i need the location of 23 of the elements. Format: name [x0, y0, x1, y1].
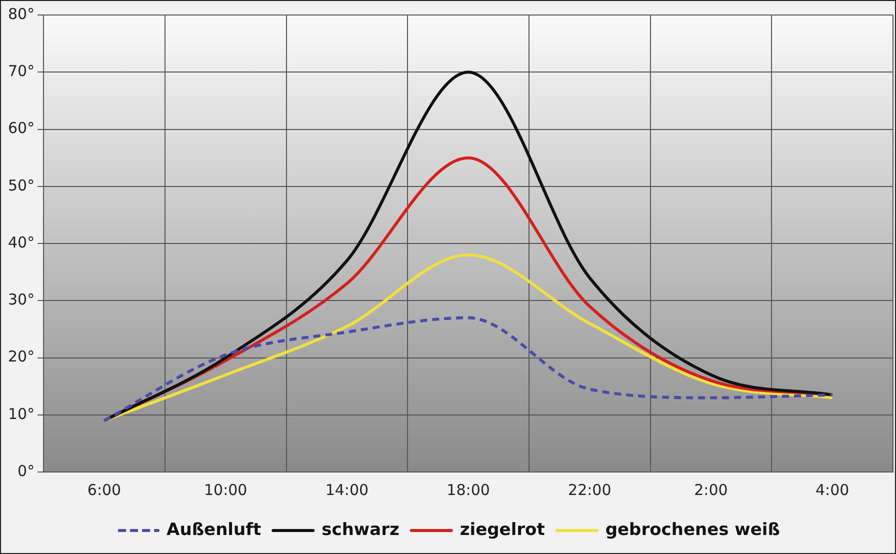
- y-tick-label: 60°: [8, 119, 35, 138]
- legend-label: gebrochenes weiß: [605, 520, 780, 540]
- y-tick-label: 20°: [8, 348, 35, 366]
- y-tick-label: 50°: [8, 176, 35, 194]
- x-tick-label: 14:00: [325, 480, 369, 499]
- y-tick-label: 40°: [8, 233, 35, 252]
- y-tick-label: 10°: [8, 404, 35, 423]
- x-tick-label: 22:00: [568, 480, 612, 499]
- y-tick-label: 30°: [8, 290, 35, 309]
- x-tick-label: 18:00: [446, 480, 490, 499]
- x-tick-label: 10:00: [204, 480, 248, 499]
- y-tick-label: 0°: [18, 462, 35, 480]
- x-tick-label: 2:00: [694, 480, 728, 499]
- line-series: [102, 70, 834, 422]
- legend-label: Außenluft: [166, 520, 262, 540]
- x-tick-label: 4:00: [815, 480, 850, 499]
- x-tick-label: 6:00: [87, 480, 122, 499]
- legend-label: schwarz: [322, 520, 400, 540]
- y-tick-label: 80°: [8, 4, 35, 23]
- line-series: [102, 316, 834, 422]
- y-tick-label: 70°: [8, 62, 35, 80]
- legend-label: ziegelrot: [460, 520, 545, 540]
- line-series: [102, 253, 834, 422]
